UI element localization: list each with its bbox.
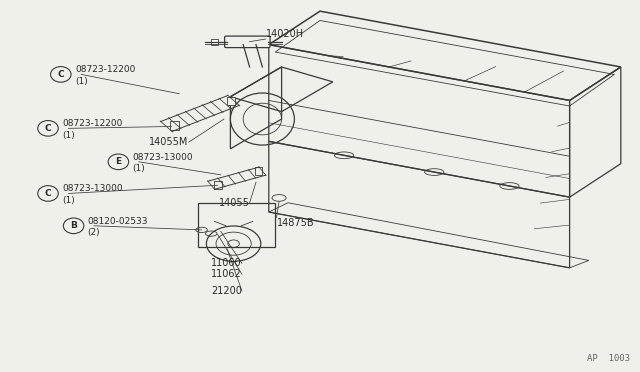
Bar xyxy=(170,121,179,130)
Text: (1): (1) xyxy=(75,77,88,86)
Text: 14055: 14055 xyxy=(219,198,250,208)
Text: C: C xyxy=(58,70,64,79)
Text: 14875B: 14875B xyxy=(276,218,314,228)
Text: 08723-13000: 08723-13000 xyxy=(62,185,123,193)
Bar xyxy=(255,167,262,175)
Bar xyxy=(211,39,218,45)
Text: 21200: 21200 xyxy=(211,286,242,296)
FancyBboxPatch shape xyxy=(225,36,270,48)
Text: (1): (1) xyxy=(132,164,145,173)
Text: (1): (1) xyxy=(62,131,75,140)
Text: 08120-02533: 08120-02533 xyxy=(88,217,148,226)
Text: (2): (2) xyxy=(88,228,100,237)
Text: 14020H: 14020H xyxy=(266,29,304,39)
Bar xyxy=(227,97,235,105)
Text: C: C xyxy=(45,189,51,198)
Text: 14055M: 14055M xyxy=(149,137,189,147)
Text: (1): (1) xyxy=(62,196,75,205)
Bar xyxy=(214,181,222,189)
Text: 08723-13000: 08723-13000 xyxy=(132,153,193,162)
Text: 08723-12200: 08723-12200 xyxy=(75,65,135,74)
Text: 08723-12200: 08723-12200 xyxy=(62,119,122,128)
Text: B: B xyxy=(70,221,77,230)
Text: 11060: 11060 xyxy=(211,259,242,268)
Text: E: E xyxy=(115,157,122,166)
Text: 11062: 11062 xyxy=(211,269,242,279)
Text: C: C xyxy=(45,124,51,133)
Text: AP  1003: AP 1003 xyxy=(588,354,630,363)
